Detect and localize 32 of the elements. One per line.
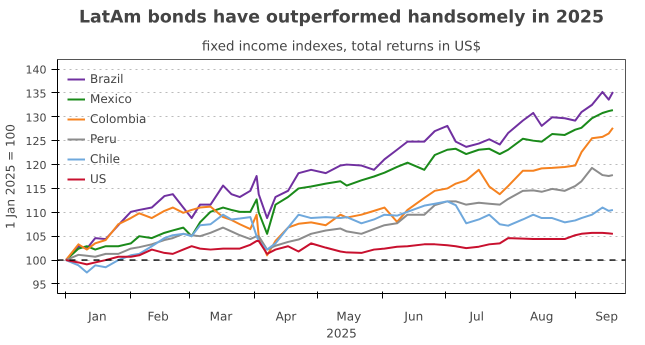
y-tick-label: 125 xyxy=(26,135,47,148)
y-tick-label: 140 xyxy=(26,64,47,77)
chart-title: LatAm bonds have outperformed handsomely in 2025 xyxy=(78,8,604,28)
line-series xyxy=(64,232,614,266)
x-tick-label: Jan xyxy=(87,310,107,324)
x-tick-label: Feb xyxy=(147,310,169,324)
y-tick-label: 130 xyxy=(26,111,47,124)
y-axis-title: 1 Jan 2025 = 100 xyxy=(4,124,18,229)
legend-label: Colombia xyxy=(90,112,146,126)
legend-label: Chile xyxy=(90,152,120,166)
legend-label: Mexico xyxy=(90,92,132,106)
y-tick-label: 105 xyxy=(26,230,47,244)
y-tick-label: 95 xyxy=(32,278,47,292)
x-tick-label: May xyxy=(336,310,362,324)
y-tick-label: 110 xyxy=(26,206,47,220)
line-series xyxy=(64,166,614,262)
x-tick-label: Apr xyxy=(276,310,296,324)
line-series xyxy=(64,200,614,274)
x-tick-label: Jul xyxy=(468,310,484,324)
y-tick-label: 120 xyxy=(26,159,47,172)
chart-subtitle: fixed income indexes, total returns in US$ xyxy=(202,40,482,54)
legend-label: Peru xyxy=(90,132,117,146)
legend-label: Brazil xyxy=(90,72,124,86)
x-tick-label: Mar xyxy=(210,310,232,324)
y-tick-label: 100 xyxy=(26,254,47,268)
legend-label: US xyxy=(90,172,108,186)
y-tick-label: 115 xyxy=(26,182,47,196)
x-axis-title: 2025 xyxy=(326,326,357,340)
x-tick-label: Jun xyxy=(403,310,424,324)
y-tick-label: 135 xyxy=(26,87,47,100)
x-tick-label: Aug xyxy=(530,310,554,324)
x-tick-label: Sep xyxy=(595,310,618,324)
